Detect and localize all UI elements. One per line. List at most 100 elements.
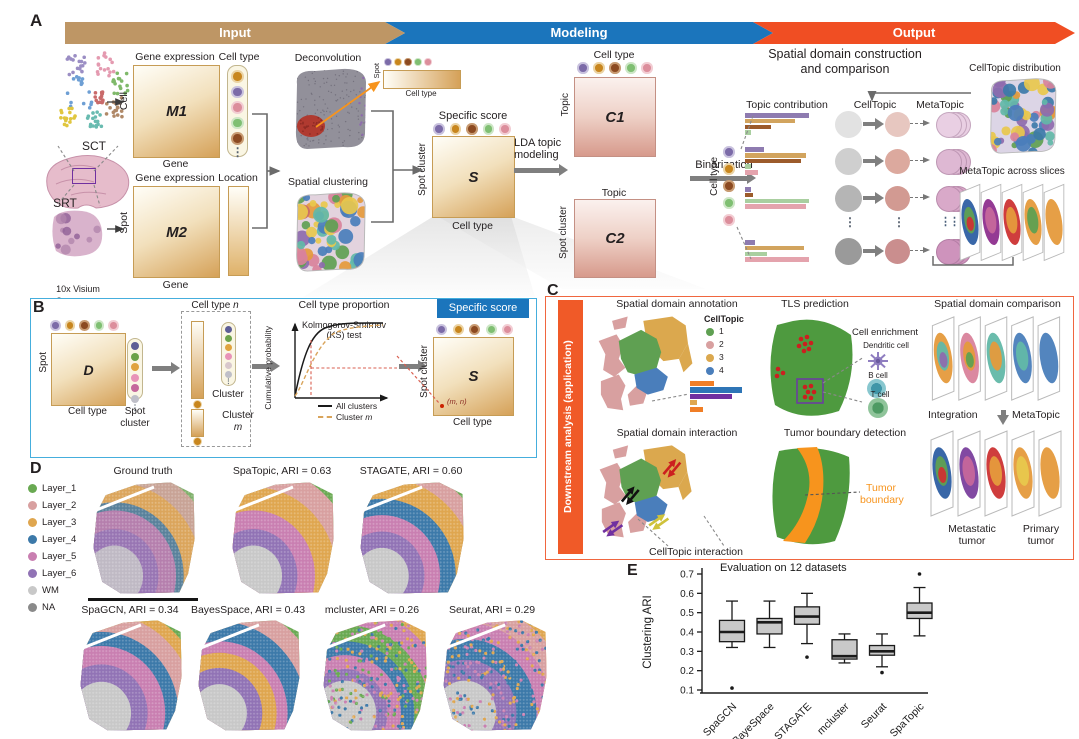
noise-spot: [546, 626, 547, 630]
inset-bar: [383, 70, 461, 89]
patch: [335, 245, 350, 260]
cluster-m-dot-2: [193, 437, 202, 446]
texture-dot: [307, 79, 310, 82]
layer-legend-dot: [28, 518, 37, 527]
y-tick-label: 0.2: [680, 666, 694, 677]
noise-spot: [445, 704, 449, 708]
texture-dot: [339, 97, 342, 99]
slice-blob: [1015, 341, 1029, 371]
ctn-n: n: [233, 300, 239, 311]
cell-type-dot: [231, 101, 244, 114]
layer-legend-dot: [28, 535, 37, 544]
noise-spot: [319, 710, 322, 713]
tissue-slash: [91, 485, 155, 514]
c-section-comparison: Spatial domain comparison: [934, 298, 1061, 310]
tls-spot: [780, 370, 786, 376]
texture-dot: [340, 151, 341, 152]
domain-region: [679, 343, 693, 373]
spatial-clustering-label: Spatial clustering: [288, 176, 368, 188]
umap-spot: [94, 125, 99, 129]
tls-spot: [808, 395, 814, 401]
ks-line-1: Kolmogorov-Smirnov: [301, 320, 387, 330]
umap-spot: [108, 57, 113, 62]
patch: [993, 137, 1002, 146]
texture-dot: [349, 134, 351, 137]
tissue-slash: [358, 485, 423, 514]
outlier: [880, 670, 884, 675]
box-STAGATE: [793, 592, 821, 659]
texture-dot: [346, 94, 348, 96]
tissue-slash: [230, 485, 294, 514]
texture-dot: [333, 84, 336, 87]
texture-dot: [365, 94, 366, 97]
noise-spot: [427, 696, 430, 699]
map-title-spagcn: SpaGCN, ARI = 0.34: [81, 604, 179, 616]
texture-dot: [358, 131, 360, 134]
tls-region: [770, 319, 853, 416]
texture-dot: [317, 142, 320, 144]
cell-type-dot: [433, 123, 445, 135]
texture-dot: [347, 128, 349, 131]
legend-label: 2: [719, 339, 724, 349]
umap-spot: [125, 88, 130, 93]
noise-spot: [357, 732, 360, 734]
noise-spot: [319, 703, 322, 706]
noise-spot: [440, 631, 443, 634]
cell-type-dot: [593, 62, 605, 74]
texture-dot: [339, 151, 340, 152]
integration-arrow: [997, 410, 1009, 425]
cluster-m-dot-1: [193, 400, 202, 409]
tls-spot: [802, 394, 808, 400]
texture-dot: [308, 151, 309, 152]
cm-m: m: [233, 421, 243, 433]
texture-dot: [357, 110, 359, 112]
layer-legend-dot: [28, 569, 37, 578]
srt-tissue-image: [52, 210, 103, 257]
noise-spot: [440, 715, 443, 718]
patch: [334, 201, 341, 208]
patch: [296, 240, 306, 250]
texture-dot: [364, 76, 366, 78]
cluster-column: ⋮: [221, 322, 236, 386]
topic-bar: [745, 198, 809, 204]
box-SpaTopic: [906, 572, 933, 637]
patch: [357, 197, 364, 204]
umap-spot: [104, 112, 109, 116]
umap-spot: [65, 57, 70, 61]
noise-spot: [445, 631, 449, 635]
umap-spot: [83, 61, 87, 65]
texture-dot: [349, 129, 351, 132]
cell-type-dot: [424, 58, 432, 66]
ks-legend-line-m: [318, 416, 332, 418]
annotation-bar: [690, 381, 714, 387]
texture-dot: [300, 98, 303, 101]
platform-1: 10x Visium: [56, 284, 100, 294]
noise-spot: [541, 711, 545, 715]
cluster-label: Cluster: [212, 389, 244, 400]
box-Seurat: [868, 633, 896, 675]
patch: [1002, 83, 1017, 97]
patch: [340, 196, 359, 215]
noise-spot: [438, 659, 440, 662]
metatopic-circle: [936, 112, 962, 138]
cell-type-dot: [723, 180, 735, 192]
srt-patch: [93, 225, 101, 234]
slice-blob: [1027, 206, 1039, 234]
patch: [1007, 104, 1024, 122]
cell-type-dot: [466, 123, 478, 135]
texture-dot: [342, 97, 345, 100]
patch: [1000, 107, 1009, 116]
noise-spot: [445, 709, 449, 714]
umap-spot: [87, 106, 92, 110]
ks-curve-m: [294, 324, 384, 397]
noise-spot: [324, 727, 328, 731]
umap-spot: [116, 76, 121, 81]
layer-legend-label: Layer_5: [42, 551, 77, 562]
ks-plot: [291, 322, 397, 402]
noise-spot: [458, 621, 462, 626]
texture-dot: [365, 130, 366, 133]
noise-spot: [443, 725, 446, 729]
texture-dot: [348, 112, 350, 114]
noise-spot: [452, 724, 456, 729]
